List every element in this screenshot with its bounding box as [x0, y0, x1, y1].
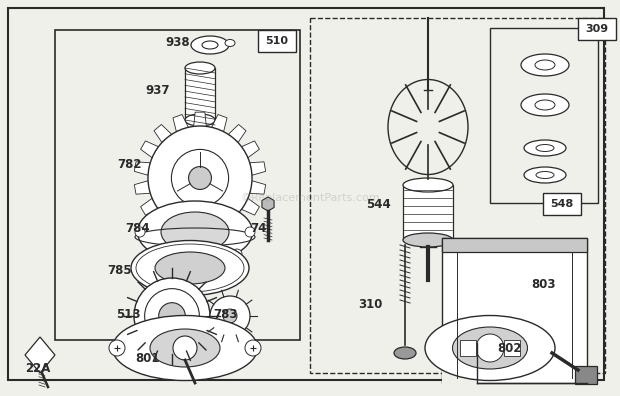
Bar: [460, 340, 476, 356]
Polygon shape: [228, 213, 246, 232]
Bar: [543, 193, 581, 215]
Polygon shape: [141, 198, 159, 215]
Circle shape: [148, 249, 158, 259]
Ellipse shape: [536, 171, 554, 179]
Ellipse shape: [403, 233, 453, 247]
Polygon shape: [141, 141, 159, 158]
Circle shape: [232, 249, 242, 259]
Ellipse shape: [535, 100, 555, 110]
Ellipse shape: [521, 54, 569, 76]
Text: 510: 510: [265, 36, 288, 46]
Polygon shape: [193, 230, 206, 244]
Text: 513: 513: [116, 308, 140, 322]
Ellipse shape: [138, 201, 252, 263]
Ellipse shape: [524, 140, 566, 156]
Circle shape: [188, 167, 211, 189]
Ellipse shape: [425, 316, 555, 381]
Ellipse shape: [202, 41, 218, 49]
Bar: [442, 238, 587, 383]
Polygon shape: [193, 112, 206, 126]
Text: 309: 309: [585, 24, 609, 34]
Polygon shape: [154, 213, 172, 232]
Polygon shape: [250, 162, 265, 175]
Polygon shape: [135, 162, 150, 175]
Polygon shape: [173, 224, 188, 242]
Text: 784: 784: [126, 221, 150, 234]
Polygon shape: [228, 124, 246, 143]
Ellipse shape: [185, 62, 215, 74]
Circle shape: [223, 309, 237, 323]
Ellipse shape: [161, 212, 229, 252]
Circle shape: [148, 126, 252, 230]
Polygon shape: [25, 337, 55, 373]
Circle shape: [144, 289, 200, 343]
Text: 782: 782: [118, 158, 142, 171]
Bar: [258, 30, 296, 52]
Bar: [578, 18, 616, 40]
Ellipse shape: [394, 347, 416, 359]
Polygon shape: [242, 141, 259, 158]
Text: 310: 310: [358, 299, 382, 312]
Ellipse shape: [225, 40, 235, 46]
Circle shape: [173, 336, 197, 360]
Bar: [490, 28, 598, 203]
Text: 22A: 22A: [25, 362, 51, 375]
Ellipse shape: [453, 327, 528, 369]
Polygon shape: [173, 114, 188, 131]
Ellipse shape: [191, 36, 229, 54]
Text: 801: 801: [136, 352, 160, 364]
Text: 785: 785: [108, 263, 132, 276]
Text: 544: 544: [366, 198, 391, 211]
Polygon shape: [242, 198, 259, 215]
Bar: [504, 340, 520, 356]
Bar: [403, 185, 453, 240]
Polygon shape: [262, 197, 274, 211]
Circle shape: [135, 227, 145, 237]
Polygon shape: [154, 124, 172, 143]
Text: 783: 783: [213, 308, 237, 322]
Ellipse shape: [403, 178, 453, 192]
Ellipse shape: [185, 114, 215, 126]
Ellipse shape: [524, 167, 566, 183]
Circle shape: [210, 296, 250, 336]
Ellipse shape: [131, 240, 249, 295]
Circle shape: [171, 149, 229, 207]
Circle shape: [245, 227, 255, 237]
Text: 802: 802: [498, 341, 522, 354]
Polygon shape: [211, 114, 227, 131]
Bar: [575, 366, 597, 384]
Bar: [185, 68, 215, 120]
Text: 74: 74: [250, 221, 266, 234]
Polygon shape: [211, 224, 227, 242]
Bar: [310, 18, 605, 373]
Ellipse shape: [155, 252, 225, 284]
Circle shape: [159, 303, 185, 329]
Bar: [442, 238, 587, 252]
Ellipse shape: [521, 94, 569, 116]
Ellipse shape: [536, 145, 554, 152]
Circle shape: [134, 278, 210, 354]
Ellipse shape: [535, 60, 555, 70]
Circle shape: [476, 334, 504, 362]
Circle shape: [109, 340, 125, 356]
Text: 937: 937: [146, 84, 170, 97]
Polygon shape: [135, 181, 150, 194]
Ellipse shape: [112, 316, 257, 381]
Text: 938: 938: [166, 36, 190, 48]
Polygon shape: [250, 181, 265, 194]
Bar: [55, 30, 300, 340]
Text: 548: 548: [551, 199, 574, 209]
Text: 803: 803: [531, 278, 556, 291]
Text: ©ReplacementParts.com: ©ReplacementParts.com: [240, 193, 380, 203]
Ellipse shape: [150, 329, 220, 367]
Circle shape: [245, 340, 261, 356]
Bar: [442, 343, 477, 385]
